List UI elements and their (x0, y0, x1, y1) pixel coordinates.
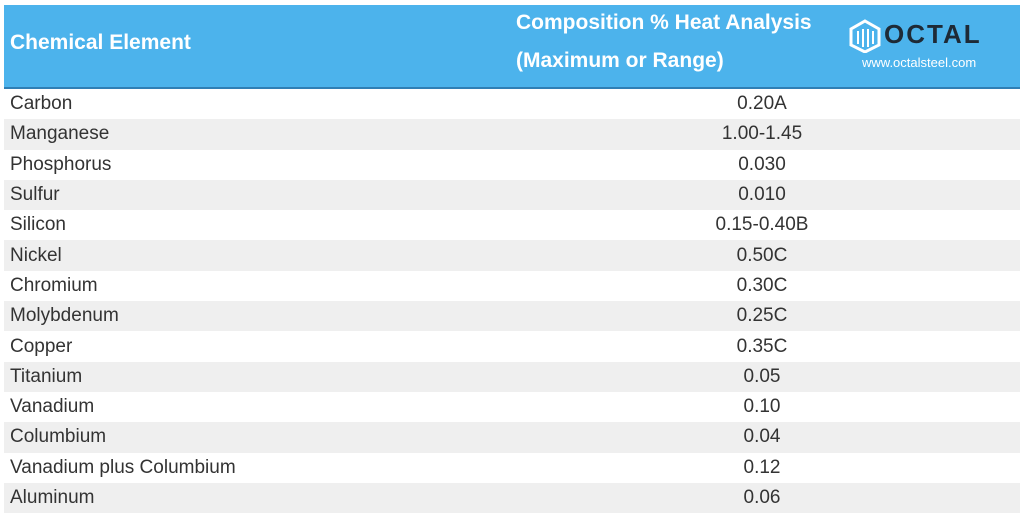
composition-cell: 0.10 (743, 396, 781, 418)
table-row: Columbium 0.04 (4, 422, 1020, 453)
element-cell: Vanadium plus Columbium (10, 456, 236, 478)
composition-cell: 0.30C (736, 274, 788, 296)
table-row: Carbon 0.20A (4, 89, 1020, 119)
composition-cell: 0.05 (743, 365, 781, 387)
logo-url: www.octalsteel.com (862, 55, 977, 70)
element-cell: Nickel (10, 244, 62, 266)
table-row: Chromium 0.30C (4, 271, 1020, 301)
composition-cell: 0.35C (736, 335, 788, 357)
composition-cell: 0.06 (743, 487, 781, 508)
table-row: Nickel 0.50C (4, 240, 1020, 271)
logo-name: OCTAL (884, 19, 982, 49)
header-cell: Chemical Element (10, 31, 191, 54)
element-cell: Chromium (10, 274, 98, 296)
element-cell: Aluminum (10, 487, 95, 508)
table-row: Sulfur 0.010 (4, 179, 1020, 211)
table-row: Molybdenum 0.25C (4, 301, 1020, 332)
element-cell: Molybdenum (10, 305, 119, 327)
table-row: Phosphorus 0.030 (4, 150, 1020, 180)
composition-cell: 0.12 (743, 456, 781, 478)
element-cell: Vanadium (10, 396, 95, 418)
element-cell: Phosphorus (10, 153, 112, 175)
composition-cell: 0.030 (738, 153, 786, 175)
composition-cell: 0.04 (743, 426, 781, 448)
table-row: Vanadium 0.10 (4, 392, 1020, 422)
header-cell: Composition % Heat Analysis (516, 11, 812, 34)
table-row: Manganese 1.00-1.45 (4, 119, 1020, 150)
element-cell: Copper (10, 335, 73, 357)
table-row: Titanium 0.05 (4, 361, 1020, 392)
table-row: Silicon 0.15-0.40B (4, 210, 1020, 240)
table-row: Aluminum 0.06 (4, 482, 1020, 514)
table-header: Chemical Element Composition % Heat Anal… (4, 5, 1020, 89)
logo-icon (849, 19, 881, 53)
element-cell: Carbon (10, 93, 73, 115)
composition-cell: 0.010 (738, 184, 786, 206)
composition-cell: 0.15-0.40B (715, 214, 809, 236)
table-row: Copper 0.35C (4, 331, 1020, 361)
element-cell: Titanium (10, 365, 83, 387)
composition-cell: 0.50C (736, 244, 788, 266)
table-body: Carbon 0.20A Manganese 1.00-1.45 Phosphorus 0… (4, 89, 1020, 514)
element-cell: Silicon (10, 214, 66, 236)
element-cell: Sulfur (10, 184, 60, 206)
composition-table: Chemical Element Composition % Heat Anal… (4, 5, 1020, 514)
composition-cell: 1.00-1.45 (721, 123, 803, 145)
composition-cell: 0.25C (736, 305, 788, 327)
header-cell: (Maximum or Range) (516, 49, 724, 72)
element-cell: Manganese (10, 123, 110, 145)
logo: OCTAL www.octalsteel.com (846, 19, 1006, 75)
table-row: Vanadium plus Columbium 0.12 (4, 453, 1020, 483)
composition-cell: 0.20A (737, 93, 787, 115)
element-cell: Columbium (10, 426, 107, 448)
